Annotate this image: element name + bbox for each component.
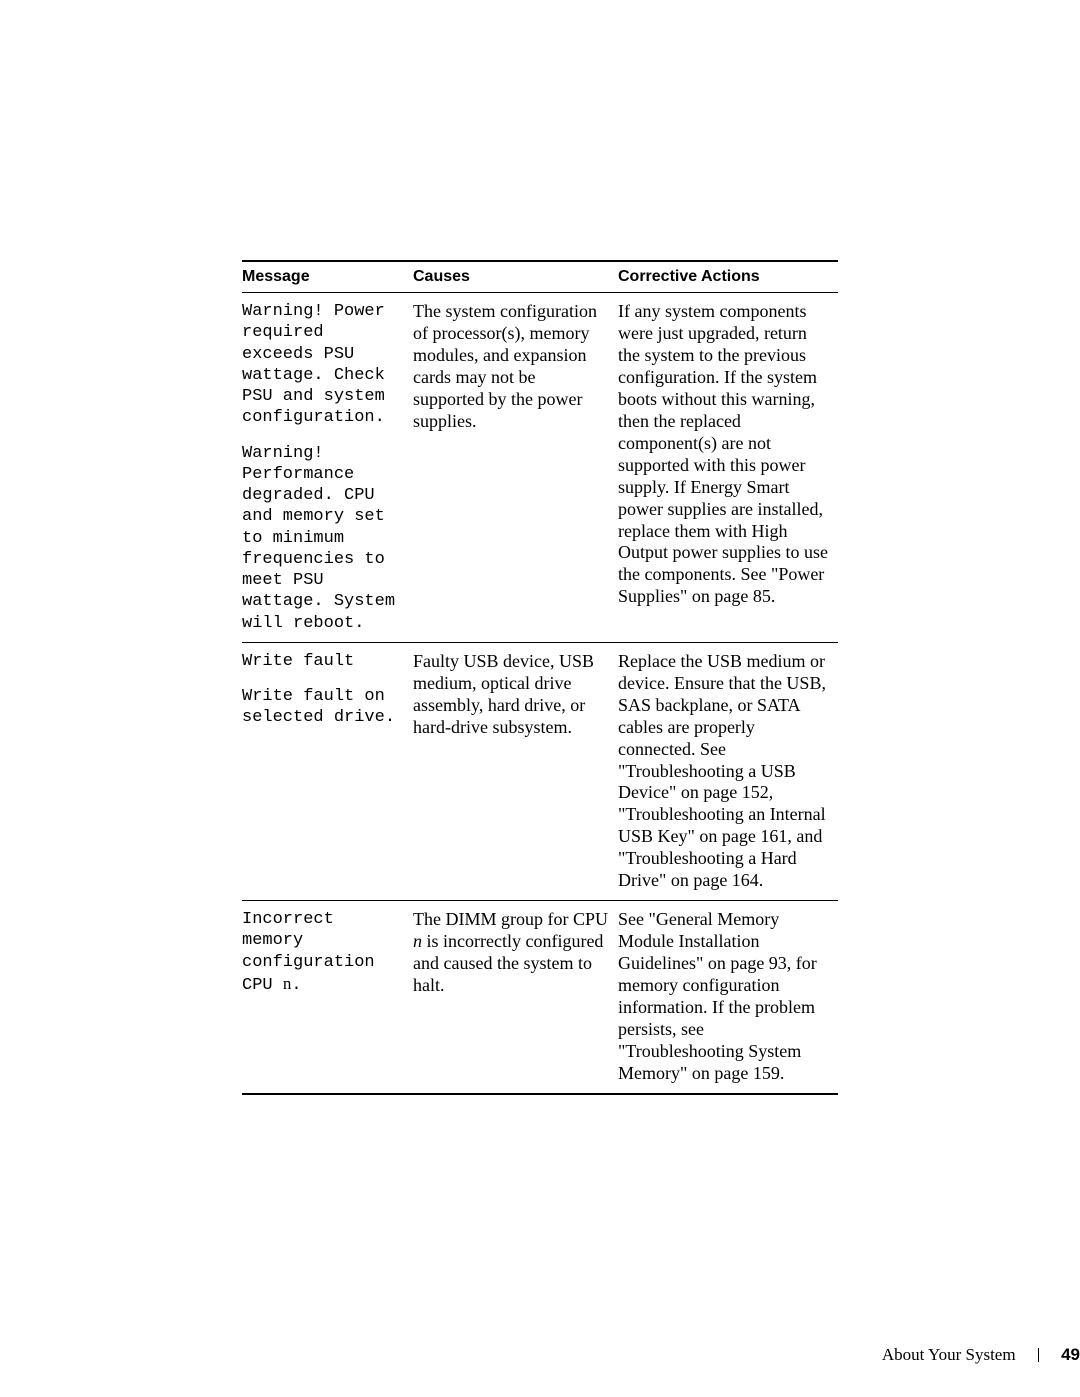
cell-actions: See "General Memory Module Installation … (618, 901, 838, 1094)
table-row: Warning! Power required exceeds PSU watt… (242, 293, 838, 643)
causes-text-prefix: The DIMM group for CPU (413, 909, 608, 929)
message-text-suffix: . (291, 976, 301, 995)
table-row: Write fault Write fault on selected driv… (242, 642, 838, 900)
page-footer: About Your System 49 (242, 1345, 1080, 1365)
content-area: Message Causes Corrective Actions Warnin… (242, 260, 838, 1095)
message-text: Write fault on selected drive. (242, 686, 403, 729)
col-header-actions: Corrective Actions (618, 261, 838, 293)
cell-actions: Replace the USB medium or device. Ensure… (618, 642, 838, 900)
cell-message: Incorrect memory configuration CPU n. (242, 901, 413, 1094)
cell-actions: If any system components were just upgra… (618, 293, 838, 643)
footer-page-number: 49 (1061, 1345, 1080, 1364)
document-page: Message Causes Corrective Actions Warnin… (0, 0, 1080, 1397)
cell-causes: Faulty USB device, USB medium, optical d… (413, 642, 618, 900)
cell-causes: The system configuration of processor(s)… (413, 293, 618, 643)
message-text: Warning! Performance degraded. CPU and m… (242, 443, 403, 634)
col-header-causes: Causes (413, 261, 618, 293)
table-row: Incorrect memory configuration CPU n. Th… (242, 901, 838, 1094)
message-text: Warning! Power required exceeds PSU watt… (242, 301, 403, 429)
footer-section: About Your System (882, 1345, 1016, 1364)
messages-table: Message Causes Corrective Actions Warnin… (242, 260, 838, 1095)
col-header-message: Message (242, 261, 413, 293)
causes-text-suffix: is incorrectly configured and caused the… (413, 931, 603, 995)
table-header-row: Message Causes Corrective Actions (242, 261, 838, 293)
message-text-prefix: Incorrect memory configuration CPU (242, 910, 375, 995)
footer-separator (1038, 1348, 1039, 1362)
cell-causes: The DIMM group for CPU n is incorrectly … (413, 901, 618, 1094)
causes-text-var: n (413, 931, 422, 951)
cell-message: Write fault Write fault on selected driv… (242, 642, 413, 900)
cell-message: Warning! Power required exceeds PSU watt… (242, 293, 413, 643)
message-text: Write fault (242, 651, 403, 672)
